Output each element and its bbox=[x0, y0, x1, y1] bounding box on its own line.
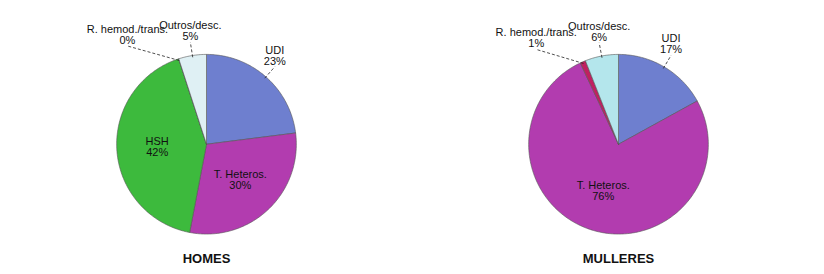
svg-text:R. hemod./trans.1%: R. hemod./trans.1% bbox=[496, 26, 577, 49]
svg-text:HOMES: HOMES bbox=[183, 251, 231, 266]
svg-text:HSH42%: HSH42% bbox=[146, 135, 169, 158]
svg-text:MULLERES: MULLERES bbox=[583, 251, 655, 266]
svg-text:Outros/desc.5%: Outros/desc.5% bbox=[159, 19, 221, 42]
svg-text:UDI17%: UDI17% bbox=[660, 32, 682, 55]
svg-text:Outros/desc.6%: Outros/desc.6% bbox=[568, 20, 630, 43]
svg-text:T. Heteros.30%: T. Heteros.30% bbox=[214, 168, 267, 191]
svg-text:R. hemod./trans.0%: R. hemod./trans.0% bbox=[87, 23, 168, 46]
svg-text:UDI23%: UDI23% bbox=[264, 44, 286, 67]
svg-text:T. Heteros.76%: T. Heteros.76% bbox=[577, 179, 630, 202]
